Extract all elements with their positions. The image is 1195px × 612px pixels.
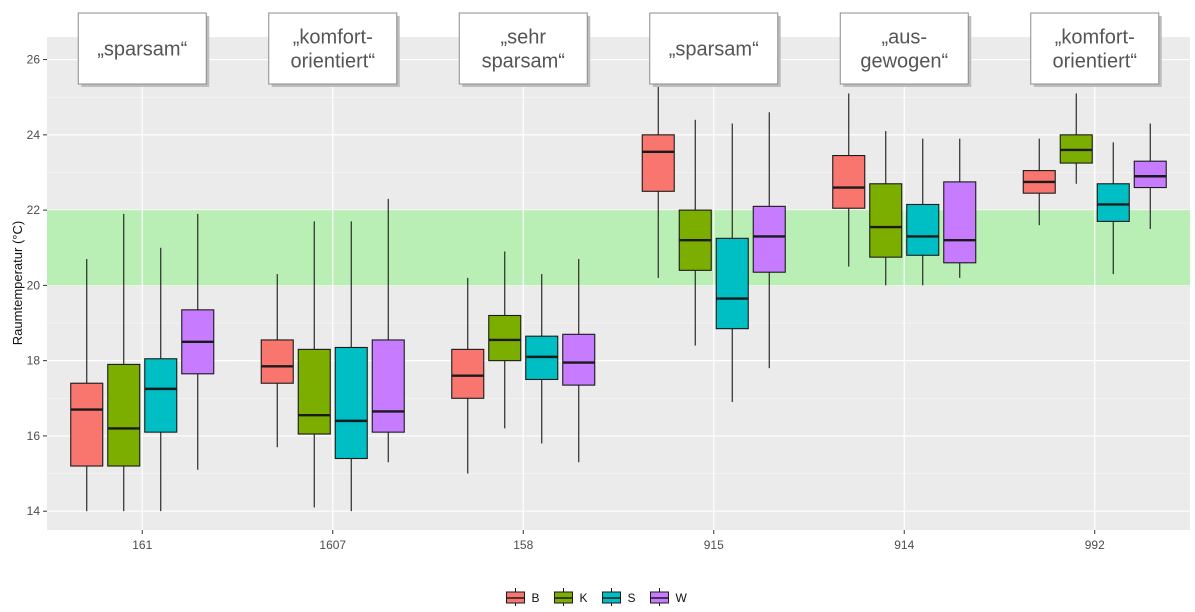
box-body — [260, 339, 294, 384]
legend-label: B — [532, 591, 540, 605]
annotation-text: orientiert“ — [291, 51, 375, 73]
box-B-915 — [641, 82, 675, 278]
y-tick-label: 14 — [27, 504, 41, 518]
legend-item-B: B — [506, 588, 540, 606]
annotation-text: „aus- — [881, 27, 927, 49]
box-S-158 — [525, 274, 559, 444]
legend-label: K — [580, 591, 588, 605]
box-W-992 — [1133, 123, 1167, 229]
x-tick-label: 992 — [1085, 538, 1105, 552]
box-K-992 — [1059, 93, 1093, 184]
annotation-box — [839, 12, 969, 85]
box-W-158 — [562, 259, 596, 463]
comfort-band — [47, 210, 1190, 286]
annotation-914: „aus-gewogen“ — [839, 12, 972, 87]
box-W-914 — [943, 138, 977, 278]
box-W-915 — [752, 112, 786, 369]
box-B-161 — [70, 259, 104, 512]
legend-label: S — [628, 591, 636, 605]
box-body — [107, 363, 141, 467]
annotation-box — [77, 12, 207, 85]
box-S-915 — [715, 123, 749, 403]
annotation-box — [649, 12, 779, 85]
box-B-1607 — [260, 274, 294, 448]
y-axis-title: Raumtemperatur (°C) — [10, 221, 25, 345]
box-body — [144, 358, 178, 433]
box-K-158 — [488, 251, 522, 429]
y-tick-label: 24 — [27, 128, 41, 142]
box-body — [562, 333, 596, 386]
box-body — [334, 346, 368, 460]
box-B-914 — [832, 93, 866, 267]
box-body — [297, 348, 331, 435]
annotation-text: „sparsam“ — [669, 39, 759, 61]
legend-label: W — [676, 591, 688, 605]
box-body — [832, 154, 866, 209]
boxes — [70, 82, 1167, 512]
box-K-161 — [107, 213, 141, 512]
box-body — [752, 205, 786, 273]
annotation-text: „komfort- — [1055, 27, 1135, 49]
box-body — [451, 348, 485, 399]
annotation-text: „sehr — [500, 27, 546, 49]
box-body — [1133, 160, 1167, 189]
annotation-box — [268, 12, 398, 85]
box-S-1607 — [334, 221, 368, 512]
box-body — [906, 203, 940, 256]
box-S-992 — [1096, 142, 1130, 275]
legend-item-W: W — [650, 588, 688, 606]
box-body — [869, 183, 903, 258]
box-K-915 — [678, 119, 712, 346]
x-tick-label: 158 — [513, 538, 533, 552]
annotation-915: „sparsam“ — [649, 12, 781, 87]
box-K-1607 — [297, 221, 331, 508]
annotation-box — [1030, 12, 1160, 85]
annotation-1607: „komfort-orientiert“ — [268, 12, 400, 87]
x-tick-label: 915 — [704, 538, 724, 552]
box-body — [715, 237, 749, 330]
annotations: „sparsam“ „komfort-orientiert“ „sehrsparsa… — [77, 12, 1162, 87]
box-body — [70, 382, 104, 467]
annotation-text: gewogen“ — [860, 51, 948, 73]
box-body — [488, 314, 522, 362]
y-tick-label: 26 — [27, 53, 41, 67]
x-tick-label: 914 — [894, 538, 914, 552]
annotation-text: orientiert“ — [1053, 51, 1137, 73]
x-axis: 161 1607 158 915 914 992 — [132, 530, 1105, 552]
y-tick-label: 16 — [27, 429, 41, 443]
box-S-914 — [906, 138, 940, 286]
box-B-992 — [1022, 138, 1056, 226]
box-S-161 — [144, 247, 178, 512]
box-W-161 — [181, 213, 215, 470]
y-tick-label: 20 — [27, 278, 41, 292]
annotation-161: „sparsam“ — [77, 12, 210, 87]
annotation-text: „sparsam“ — [97, 39, 187, 61]
box-B-158 — [451, 277, 485, 474]
legend-item-S: S — [602, 588, 636, 606]
annotation-text: sparsam“ — [482, 51, 565, 73]
y-axis: 14 16 18 20 22 24 26 — [27, 53, 47, 518]
x-tick-label: 161 — [132, 538, 152, 552]
legend-item-K: K — [554, 588, 588, 606]
annotation-text: „komfort- — [293, 27, 373, 49]
annotation-992: „komfort-orientiert“ — [1030, 12, 1162, 87]
box-body — [371, 339, 405, 433]
x-gridlines — [141, 37, 1096, 530]
box-K-914 — [869, 131, 903, 286]
box-body — [641, 134, 675, 192]
y-tick-label: 18 — [27, 354, 41, 368]
box-W-1607 — [371, 198, 405, 463]
annotation-box — [458, 12, 588, 85]
x-tick-label: 1607 — [319, 538, 346, 552]
y-tick-label: 22 — [27, 203, 41, 217]
box-body — [943, 181, 977, 264]
box-body — [1096, 183, 1130, 222]
